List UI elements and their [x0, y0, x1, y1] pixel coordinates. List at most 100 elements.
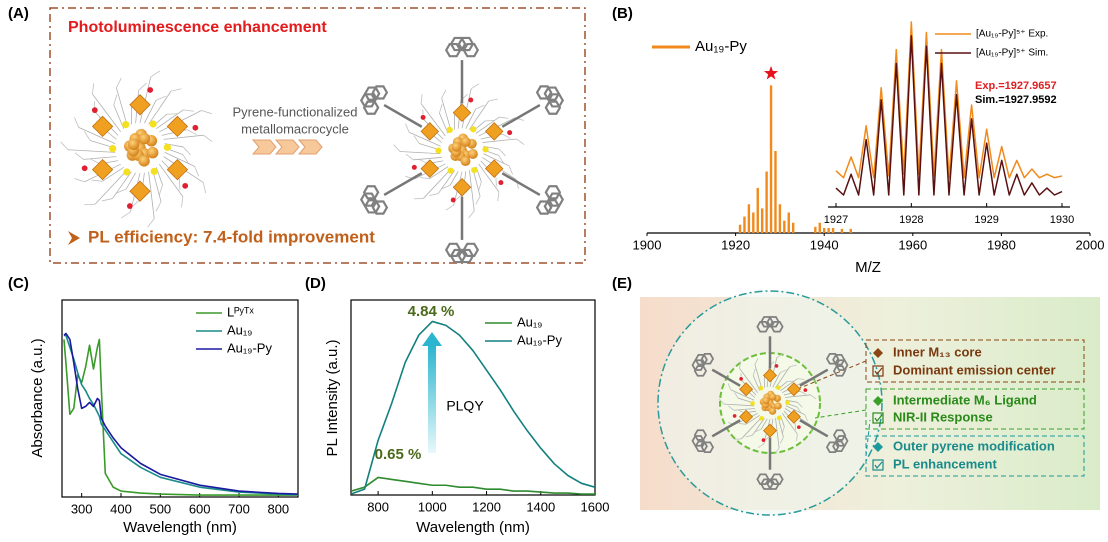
legend-label: Au₁₉ — [227, 322, 252, 337]
ligand-bond — [148, 90, 172, 125]
ligand-bond — [733, 408, 755, 411]
ligand-bond — [488, 98, 498, 102]
s-atom — [785, 400, 790, 405]
ligand-bond — [437, 170, 455, 194]
ligand-bond — [83, 131, 91, 141]
ligand-bond — [67, 149, 116, 153]
legend-label: [Au₁₉-Py]⁵⁺ Sim. — [976, 48, 1048, 59]
ligand-bond — [148, 171, 155, 219]
series-line — [350, 320, 596, 495]
s-atom — [447, 167, 454, 174]
checkboxes — [872, 365, 884, 471]
o-atom — [507, 130, 513, 136]
ligand-bond — [183, 109, 194, 112]
ligand-bond — [420, 103, 446, 137]
x-tick-label: 500 — [149, 501, 171, 516]
arm — [711, 368, 741, 387]
pyrene-ring — [766, 316, 780, 328]
o-atom — [411, 164, 417, 170]
ligand-bond — [782, 413, 798, 435]
legend-label: Au₁₉-Py — [227, 340, 272, 355]
o-atom — [468, 97, 474, 103]
s-atom — [471, 167, 478, 174]
s-atom — [482, 146, 489, 153]
x-tick-label: 800 — [367, 499, 389, 514]
o-atom — [450, 197, 456, 203]
ligand-bond — [779, 437, 784, 444]
ligand-bond — [420, 94, 423, 104]
ligand-bond — [777, 416, 784, 438]
au-atom — [138, 155, 150, 167]
molecule — [359, 36, 565, 264]
panel-label: (A) — [8, 5, 29, 22]
s-atom — [446, 126, 453, 133]
x-tick-label: 1920 — [721, 237, 750, 252]
ligand-bond — [469, 100, 490, 130]
checkbox — [872, 412, 884, 424]
ligand-bond — [516, 138, 525, 145]
ligand-bond — [475, 104, 485, 110]
x-tick-label: 700 — [228, 501, 250, 516]
ligand-bond — [178, 179, 181, 191]
x-tick-label: 1929 — [974, 214, 998, 226]
ligand-bond — [125, 172, 136, 190]
o-atom — [803, 388, 808, 392]
ligand-bond — [760, 418, 768, 430]
s-atom — [150, 167, 158, 175]
ligand-bond — [405, 153, 414, 161]
ligand-bond — [84, 203, 96, 206]
pyrene-ring — [535, 200, 553, 215]
ligand-bond — [799, 390, 807, 395]
ligand-bond — [83, 156, 117, 160]
bar — [831, 226, 835, 233]
legend-label: Au₁₉-Py — [517, 332, 562, 347]
bar — [760, 208, 764, 233]
pyrene-ring — [832, 440, 846, 453]
ligand-bond — [101, 198, 113, 202]
annotation: 0.65 % — [375, 446, 422, 463]
pyrene-ring — [832, 353, 846, 366]
ligand-bond — [478, 181, 482, 191]
ligand-bond — [780, 369, 787, 373]
e-label: Inner M₁₃ core — [893, 344, 982, 359]
m6-polyhedron — [762, 423, 778, 438]
e-label: Dominant emission center — [893, 362, 1056, 377]
arm — [501, 103, 541, 128]
x-tick-label: 600 — [189, 501, 211, 516]
checkbox — [872, 459, 884, 471]
ligand-bond — [739, 368, 758, 393]
s-atom — [109, 145, 117, 153]
x-tick-label: 1200 — [472, 499, 501, 514]
m6-polyhedron — [786, 409, 801, 424]
au-atom — [451, 141, 462, 152]
ligand-bond — [158, 163, 184, 197]
arm — [711, 419, 741, 438]
ligand-bond — [60, 141, 69, 151]
ligand-bond — [113, 94, 118, 106]
bar — [756, 187, 759, 233]
ligand-bond — [775, 418, 780, 449]
panel-a-title: Photoluminescence enhancement — [68, 19, 327, 36]
x-tick-label: 1928 — [899, 214, 923, 226]
x-axis-label: M/Z — [855, 259, 881, 276]
plot-frame — [61, 299, 299, 498]
x-tick-label: 1980 — [987, 237, 1016, 252]
efficiency-text: PL efficiency: 7.4-fold improvement — [88, 227, 375, 246]
bar — [787, 212, 790, 233]
ligand-bond — [441, 97, 452, 132]
ligand-bond — [719, 398, 725, 405]
m6-polyhedron — [452, 177, 472, 197]
ligand-bond — [420, 177, 430, 180]
ligand-bond — [810, 394, 817, 400]
legend-label: [Au₁₉-Py]⁵⁺ Exp. — [976, 29, 1048, 40]
pyrene-ring — [544, 185, 562, 200]
pyrene-ring — [462, 42, 480, 58]
pyrene-ring — [444, 42, 462, 58]
ligand-bond — [201, 110, 212, 115]
au-atom — [762, 396, 770, 405]
ligand-bond — [468, 210, 475, 219]
ligand-bond — [181, 196, 184, 208]
pyrene-ring — [457, 36, 475, 52]
o-atom — [420, 114, 426, 120]
ligand-bond — [164, 152, 195, 167]
